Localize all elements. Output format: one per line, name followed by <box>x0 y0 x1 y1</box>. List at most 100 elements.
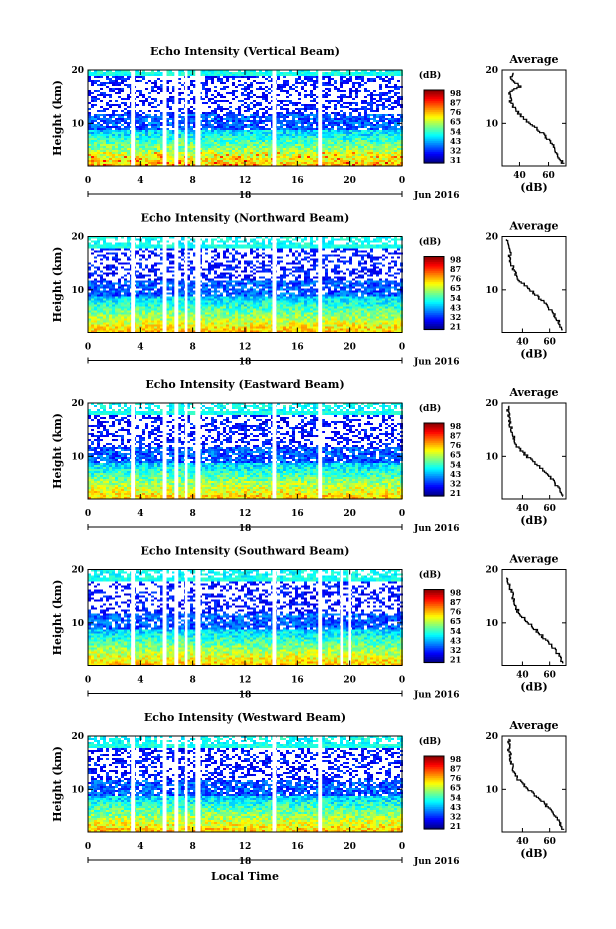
heat-cell <box>325 152 328 154</box>
heat-cell <box>214 265 217 267</box>
heat-cell <box>208 112 211 114</box>
heat-cell <box>373 152 376 154</box>
heat-cell <box>334 273 337 275</box>
heat-cell <box>241 158 244 160</box>
heat-cell <box>340 160 343 162</box>
heat-cell <box>259 245 262 247</box>
heat-cell <box>91 136 94 138</box>
heat-cell <box>190 247 193 249</box>
heat-cell <box>139 136 142 138</box>
heat-cell <box>295 80 298 82</box>
heat-cell <box>268 116 271 118</box>
heat-cell <box>286 138 289 140</box>
heat-cell <box>325 142 328 144</box>
heat-cell <box>136 275 139 277</box>
heat-cell <box>385 243 388 245</box>
heat-cell <box>190 249 193 251</box>
heat-cell <box>340 247 343 249</box>
heat-cell <box>208 100 211 102</box>
heat-cell <box>151 142 154 144</box>
heat-cell <box>358 144 361 146</box>
heat-cell <box>115 76 118 78</box>
heat-cell <box>355 122 358 124</box>
heat-cell <box>127 112 130 114</box>
heat-cell <box>241 122 244 124</box>
heat-cell <box>397 102 400 104</box>
heat-cell <box>109 144 112 146</box>
heat-cell <box>346 160 349 162</box>
heat-cell <box>169 80 172 82</box>
heat-cell <box>238 148 241 150</box>
heat-cell <box>253 132 256 134</box>
heat-cell <box>217 132 220 134</box>
heat-cell <box>244 136 247 138</box>
heat-cell <box>97 114 100 116</box>
heat-cell <box>103 255 106 257</box>
heat-cell <box>364 108 367 110</box>
heat-cell <box>136 150 139 152</box>
heat-cell <box>181 150 184 152</box>
heat-cell <box>394 100 397 102</box>
heat-cell <box>187 154 190 156</box>
heat-cell <box>340 140 343 142</box>
heat-cell <box>229 76 232 78</box>
heat-cell <box>361 76 364 78</box>
heat-cell <box>376 104 379 106</box>
heat-cell <box>205 152 208 154</box>
heat-cell <box>349 78 352 80</box>
heat-cell <box>397 96 400 98</box>
heat-cell <box>268 138 271 140</box>
heat-cell <box>340 146 343 148</box>
heat-cell <box>328 120 331 122</box>
heat-cell <box>352 128 355 130</box>
heat-cell <box>307 104 310 106</box>
heat-cell <box>97 84 100 86</box>
heat-cell <box>154 136 157 138</box>
heat-cell <box>256 243 259 245</box>
heat-cell <box>202 138 205 140</box>
heat-cell <box>136 158 139 160</box>
heat-cell <box>364 150 367 152</box>
heat-cell <box>112 134 115 136</box>
heat-cell <box>220 132 223 134</box>
heat-cell <box>289 88 292 90</box>
heat-cell <box>394 130 397 132</box>
heat-cell <box>127 126 130 128</box>
heat-cell <box>169 98 172 100</box>
heat-cell <box>145 275 148 277</box>
x-tick-label: 12 <box>239 176 252 186</box>
heat-cell <box>325 271 328 273</box>
heat-cell <box>340 80 343 82</box>
heat-cell <box>277 158 280 160</box>
heat-cell <box>100 132 103 134</box>
heat-cell <box>373 140 376 142</box>
heat-cell <box>160 88 163 90</box>
heat-cell <box>220 263 223 265</box>
heat-cell <box>259 134 262 136</box>
heat-cell <box>205 162 208 164</box>
heat-cell <box>154 154 157 156</box>
heat-cell <box>223 138 226 140</box>
heat-cell <box>142 154 145 156</box>
heat-cell <box>142 247 145 249</box>
heat-cell <box>178 245 181 247</box>
heat-cell <box>247 265 250 267</box>
heat-cell <box>94 116 97 118</box>
heat-cell <box>229 273 232 275</box>
heat-cell <box>178 72 181 74</box>
heat-cell <box>208 269 211 271</box>
heat-cell <box>217 148 220 150</box>
heat-cell <box>238 267 241 269</box>
heat-cell <box>103 72 106 74</box>
heat-cell <box>355 243 358 245</box>
heat-cell <box>106 132 109 134</box>
heat-cell <box>385 124 388 126</box>
heat-cell <box>277 243 280 245</box>
heat-cell <box>358 251 361 253</box>
heat-cell <box>97 156 100 158</box>
heat-cell <box>187 116 190 118</box>
heat-cell <box>349 80 352 82</box>
heat-cell <box>361 245 364 247</box>
heat-cell <box>100 128 103 130</box>
heat-cell <box>211 130 214 132</box>
